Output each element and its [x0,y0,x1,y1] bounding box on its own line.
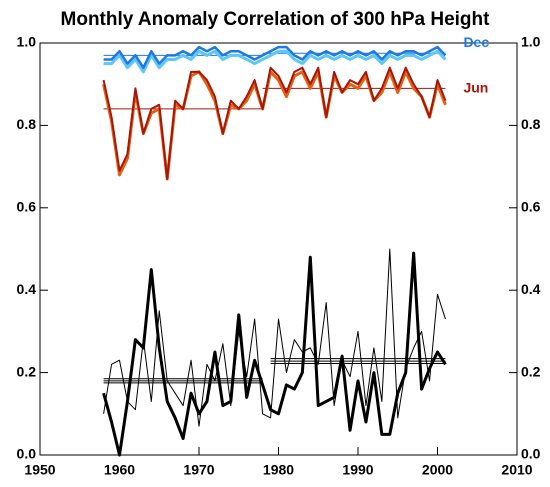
x-tick-label: 2010 [501,462,532,478]
x-tick-label: 1950 [24,462,55,478]
x-tick-label: 2000 [422,462,453,478]
series-line [103,49,447,74]
y-tick-label-right: 1.0 [521,34,541,50]
series-line [102,66,447,180]
series-line [103,248,446,427]
y-tick-label-right: 0.0 [521,446,541,462]
y-tick-label: 0.2 [17,363,37,379]
y-tick-label-right: 0.6 [521,199,541,215]
x-tick-label: 1970 [183,462,214,478]
y-tick-label-right: 0.2 [521,363,541,379]
y-tick-label: 0.4 [17,281,37,297]
series-label: Dec [463,34,489,50]
series-label: Jun [463,79,488,95]
y-tick-label-right: 0.8 [521,116,541,132]
y-tick-label: 0.0 [17,446,37,462]
series-line [102,251,447,457]
x-tick-label: 1960 [104,462,135,478]
series-line [103,45,447,69]
y-tick-label: 0.6 [17,199,37,215]
x-tick-label: 1990 [342,462,373,478]
chart-title: Monthly Anomaly Correlation of 300 hPa H… [61,9,491,30]
y-tick-label-right: 0.4 [521,281,541,297]
y-tick-label: 1.0 [17,34,37,50]
x-tick-label: 1980 [263,462,294,478]
y-tick-label: 0.8 [17,116,37,132]
